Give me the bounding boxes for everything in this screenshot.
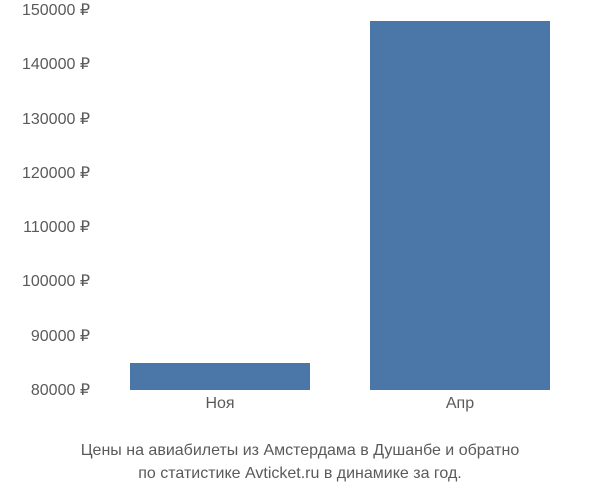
y-tick-label: 130000 ₽ xyxy=(0,109,90,129)
y-tick-label: 120000 ₽ xyxy=(0,163,90,183)
y-axis: 80000 ₽ 90000 ₽ 100000 ₽ 110000 ₽ 120000 ₽ 13… xyxy=(0,10,100,430)
caption-line-2: по статистике Avticket.ru в динамике за … xyxy=(138,465,462,482)
chart-caption: Цены на авиабилеты из Амстердама в Душан… xyxy=(0,440,600,485)
x-tick-label: Апр xyxy=(446,395,474,413)
y-tick-label: 150000 ₽ xyxy=(0,0,90,20)
x-tick-label: Ноя xyxy=(205,395,234,413)
y-tick-label: 140000 ₽ xyxy=(0,54,90,74)
y-tick-label: 110000 ₽ xyxy=(0,217,90,237)
chart-container: 80000 ₽ 90000 ₽ 100000 ₽ 110000 ₽ 120000 ₽ 13… xyxy=(0,10,600,430)
y-tick-label: 90000 ₽ xyxy=(0,326,90,346)
y-tick-label: 100000 ₽ xyxy=(0,271,90,291)
bar xyxy=(370,21,550,390)
x-axis: Ноя Апр xyxy=(100,395,580,425)
caption-line-1: Цены на авиабилеты из Амстердама в Душан… xyxy=(81,442,520,459)
y-tick-label: 80000 ₽ xyxy=(0,380,90,400)
bar xyxy=(130,363,310,390)
plot-area xyxy=(100,10,580,390)
